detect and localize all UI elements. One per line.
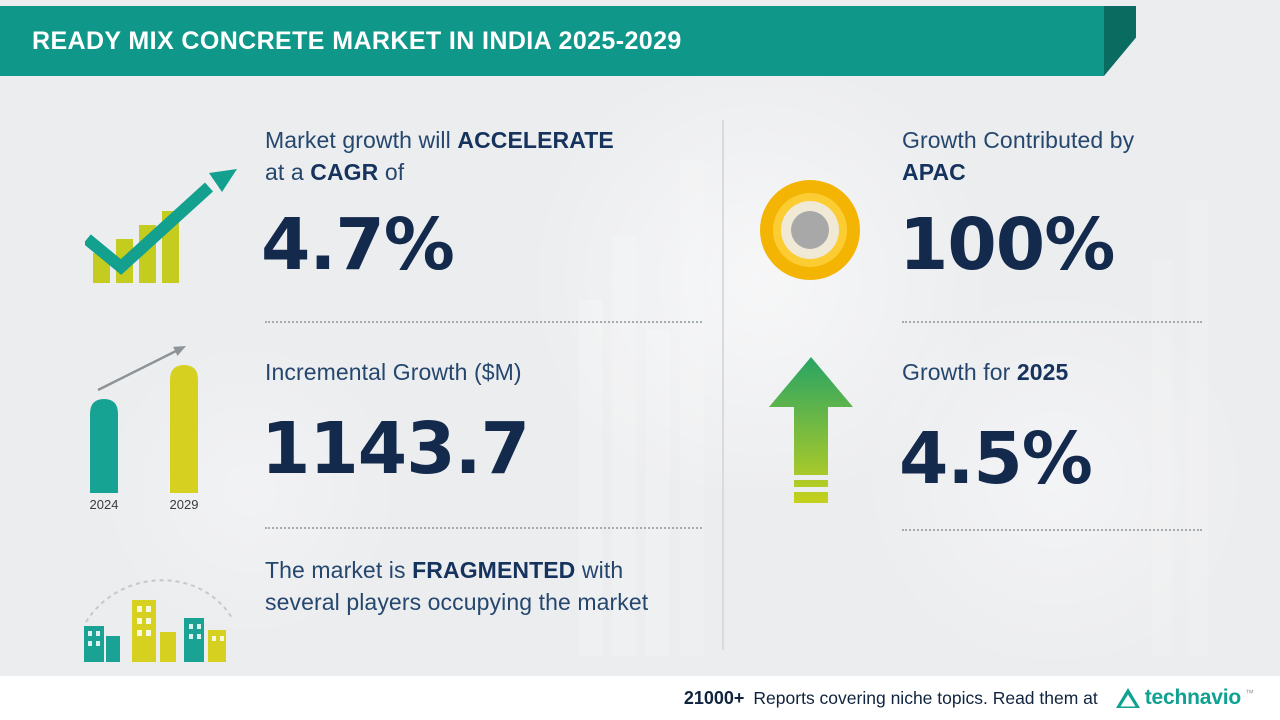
growth-2025-label: Growth for 2025 <box>902 356 1068 388</box>
background-map-pattern <box>500 70 1020 490</box>
apac-value: 100% <box>899 203 1115 286</box>
separator <box>902 529 1202 531</box>
bar-year-2024: 2024 <box>89 497 119 512</box>
bar-year-2029: 2029 <box>169 497 199 512</box>
cagr-label-accelerate: ACCELERATE <box>457 127 614 153</box>
incremental-value: 1143.7 <box>261 407 530 490</box>
page-title: READY MIX CONCRETE MARKET IN INDIA 2025-… <box>32 27 682 55</box>
fragmented-post: with several players occupying the marke… <box>265 557 649 615</box>
apac-label-text: Growth Contributed by <box>902 127 1135 153</box>
trademark-symbol: ™ <box>1245 688 1254 698</box>
technavio-logo: technavio ™ <box>1115 686 1254 710</box>
header-banner: READY MIX CONCRETE MARKET IN INDIA 2025-… <box>0 6 1104 76</box>
growth-2025-pre: Growth for <box>902 359 1011 385</box>
cagr-label-text: Market growth will <box>265 127 451 153</box>
incremental-label: Incremental Growth ($M) <box>265 359 522 385</box>
fragmented-bold: FRAGMENTED <box>412 557 576 583</box>
banner-fold <box>1104 6 1136 76</box>
background-map-pattern <box>840 300 1270 660</box>
background-bar-pattern <box>1152 260 1172 656</box>
fragmented-pre: The market is <box>265 557 406 583</box>
separator <box>265 527 702 529</box>
growth-line-chart-icon <box>85 169 237 283</box>
cagr-label-text2: at a <box>265 159 304 185</box>
cagr-value: 4.7% <box>261 203 455 286</box>
separator <box>902 321 1202 323</box>
technavio-wordmark: technavio <box>1144 686 1241 709</box>
apac-label: Growth Contributed by APAC <box>902 124 1134 188</box>
background-bar-pattern <box>612 236 636 656</box>
column-divider <box>722 120 724 650</box>
growth-2025-value: 4.5% <box>899 417 1093 500</box>
footer-text: Reports covering niche topics. Read them… <box>753 687 1098 708</box>
background-map-pattern <box>90 340 410 640</box>
buildings-icon <box>84 579 233 662</box>
fragmented-text: The market is FRAGMENTED with several pl… <box>265 554 697 618</box>
reports-count: 21000+ <box>683 687 745 708</box>
technavio-triangle-icon <box>1115 688 1140 708</box>
background-bar-pattern <box>646 330 670 656</box>
up-arrow-icon <box>769 357 853 503</box>
bar-chart-icon <box>90 346 198 493</box>
background-bar-pattern <box>578 300 602 656</box>
donut-icon <box>760 180 860 280</box>
growth-2025-year: 2025 <box>1016 359 1069 385</box>
footer: 21000+ Reports covering niche topics. Re… <box>0 676 1280 720</box>
apac-label-bold: APAC <box>902 159 966 185</box>
background-bar-pattern <box>680 160 704 656</box>
separator <box>265 321 702 323</box>
cagr-label: Market growth will ACCELERATE at a CAGR … <box>265 124 614 188</box>
cagr-label-cagr: CAGR <box>310 159 379 185</box>
cagr-label-text3: of <box>384 159 405 185</box>
background-bar-pattern <box>1188 200 1208 656</box>
